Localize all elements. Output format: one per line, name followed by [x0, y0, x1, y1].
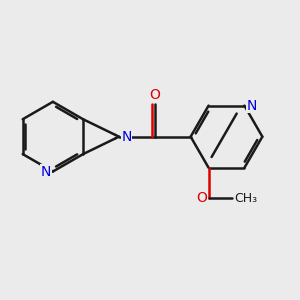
Text: O: O — [149, 88, 160, 102]
Text: N: N — [247, 99, 257, 112]
Text: N: N — [41, 164, 51, 178]
Text: O: O — [196, 191, 207, 205]
Text: N: N — [122, 130, 132, 144]
Text: CH₃: CH₃ — [234, 192, 257, 205]
